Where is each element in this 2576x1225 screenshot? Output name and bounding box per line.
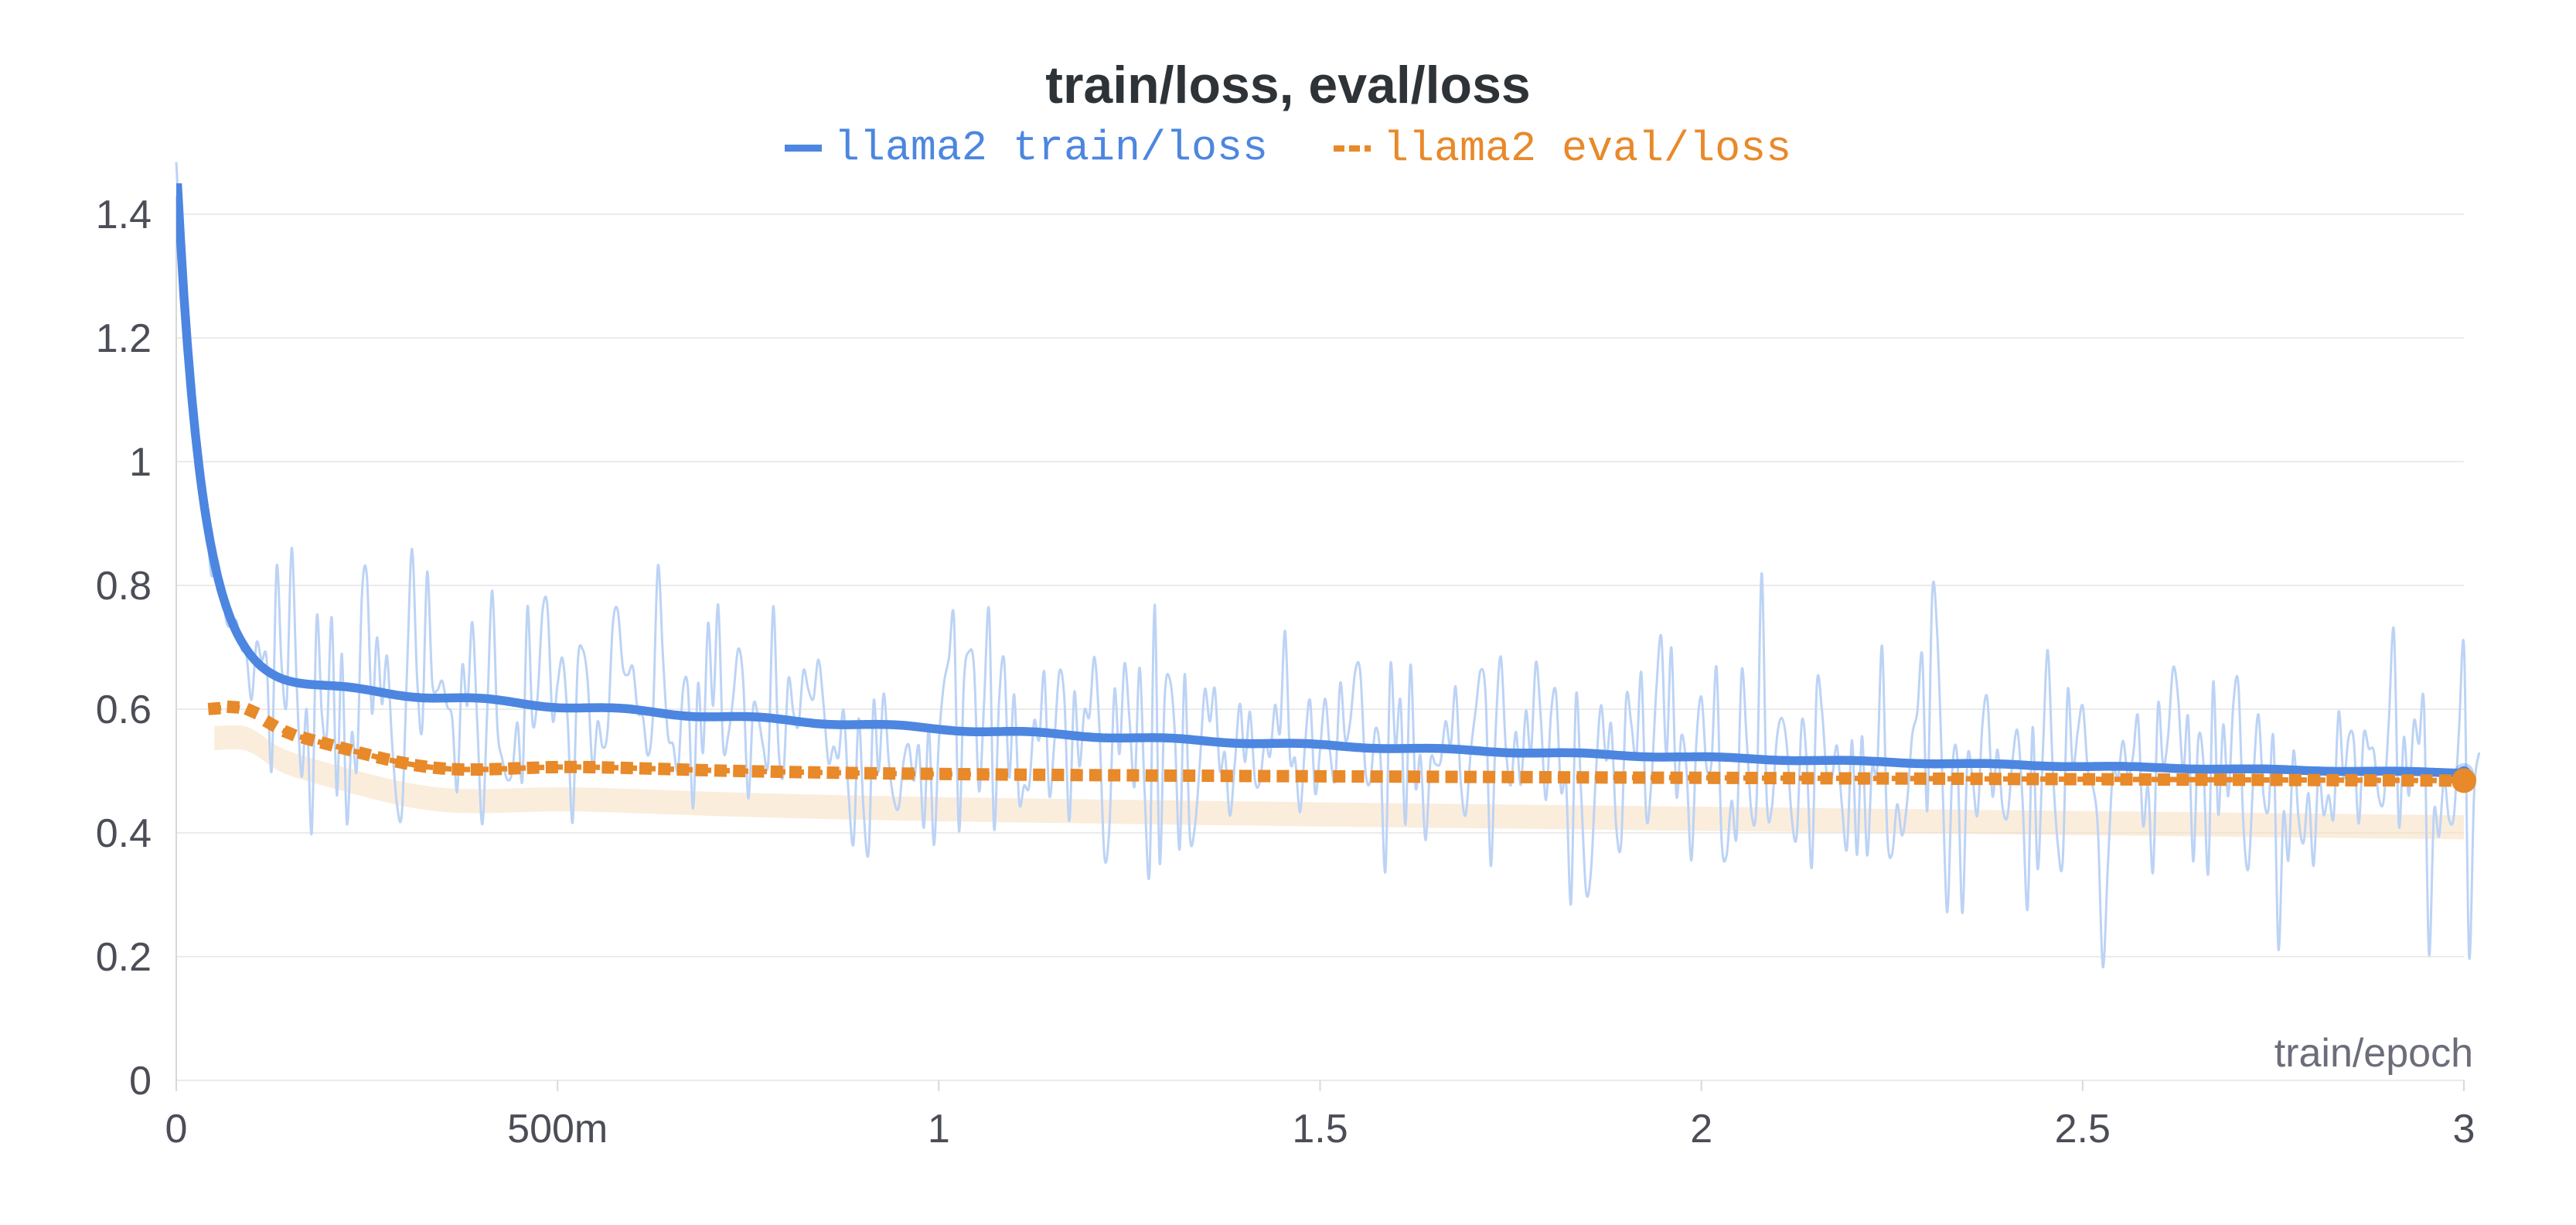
svg-text:0.2: 0.2 bbox=[96, 935, 152, 980]
svg-text:1.2: 1.2 bbox=[96, 316, 152, 361]
svg-text:2: 2 bbox=[1690, 1107, 1712, 1152]
svg-text:1.5: 1.5 bbox=[1292, 1107, 1348, 1152]
svg-text:500m: 500m bbox=[507, 1107, 608, 1152]
svg-text:1: 1 bbox=[928, 1107, 950, 1152]
svg-text:0.6: 0.6 bbox=[96, 688, 152, 732]
svg-text:2.5: 2.5 bbox=[2055, 1107, 2111, 1152]
svg-text:0: 0 bbox=[165, 1107, 188, 1152]
svg-text:0.8: 0.8 bbox=[96, 564, 152, 609]
svg-text:0: 0 bbox=[129, 1059, 152, 1104]
svg-text:1.4: 1.4 bbox=[96, 193, 152, 237]
svg-text:train/epoch: train/epoch bbox=[2274, 1031, 2473, 1076]
svg-text:3: 3 bbox=[2453, 1107, 2475, 1152]
svg-text:1: 1 bbox=[129, 440, 152, 485]
svg-text:0.4: 0.4 bbox=[96, 811, 152, 856]
